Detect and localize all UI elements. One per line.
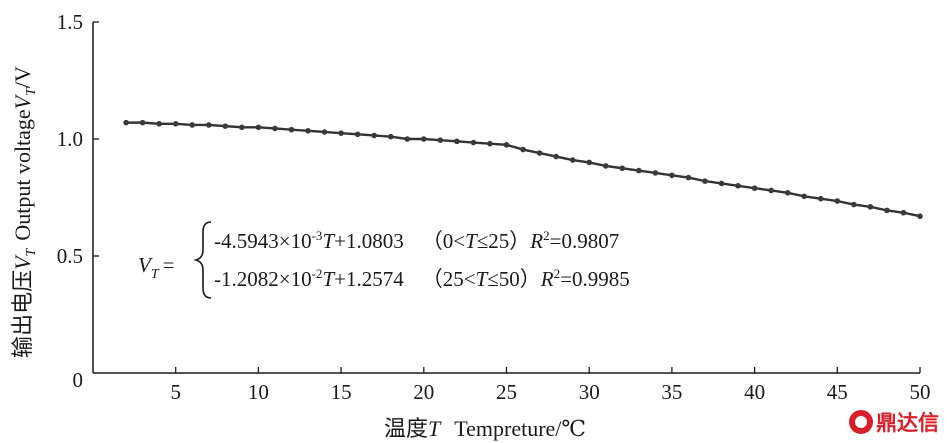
data-point: [139, 119, 146, 126]
x-tick-label: 30: [579, 380, 600, 404]
data-point: [817, 195, 824, 202]
y-axis-title: 输出电压VTOutput voltageVT/V: [10, 66, 39, 358]
data-point: [222, 123, 229, 129]
x-tick-label: 40: [744, 380, 765, 404]
data-point: [437, 137, 444, 143]
data-point: [602, 163, 609, 169]
data-point: [553, 153, 559, 160]
data-point: [354, 131, 361, 138]
data-point: [586, 159, 592, 166]
data-point: [487, 140, 493, 147]
x-tick-label: 25: [496, 380, 517, 404]
data-point: [636, 167, 642, 174]
logo-icon: [849, 410, 873, 434]
series-line: [126, 121, 921, 218]
data-point: [255, 124, 262, 131]
watermark-text: 鼎达信: [876, 411, 939, 435]
data-point: [652, 170, 659, 176]
x-tick-label: 15: [331, 380, 352, 404]
data-point: [205, 122, 212, 128]
data-point: [305, 128, 311, 134]
data-point: [669, 172, 675, 179]
equation-line-2: -1.2082×10-2T+1.2574 （25<T≤50）R2=0.9985: [214, 266, 630, 291]
ticks: 5 10 15 20 25 30 35 40 45 50 0 0.5 1.0 1.5: [57, 10, 931, 404]
y-tick-label: 0.5: [57, 244, 83, 268]
data-point: [569, 157, 576, 163]
data-point: [470, 139, 477, 146]
x-tick-label: 5: [170, 380, 181, 404]
data-point: [784, 190, 791, 196]
data-point: [619, 165, 626, 172]
x-tick-label: 45: [827, 380, 848, 404]
data-point: [172, 120, 179, 127]
data-point: [834, 198, 841, 204]
data-point: [801, 193, 808, 200]
data-point: [503, 142, 510, 148]
data-point: [338, 130, 344, 136]
data-point: [123, 119, 129, 126]
data-point: [685, 174, 692, 181]
data-point: [884, 207, 890, 214]
data-point: [917, 213, 923, 220]
axes: [92, 22, 920, 374]
data-point: [768, 187, 774, 194]
equation-brace: [193, 221, 212, 299]
x-axis-title: 温度T Tempreture/℃: [384, 416, 586, 441]
data-point: [272, 125, 278, 132]
data-point: [288, 126, 295, 133]
regression-equation: VT = -4.5943×10-3T+1.0803 （0<T≤25）R2=0.980…: [138, 221, 630, 299]
equation-lhs: VT =: [138, 253, 174, 282]
x-tick-label: 50: [910, 380, 931, 404]
data-point: [751, 185, 758, 191]
data-point: [156, 120, 162, 127]
data-point: [371, 132, 377, 139]
data-point: [735, 183, 741, 189]
y-tick-label: 1.5: [57, 10, 83, 34]
x-tick-label: 20: [413, 380, 434, 404]
data-point: [851, 201, 857, 208]
data-point: [387, 133, 394, 140]
data-point: [321, 129, 328, 135]
data-point: [239, 124, 245, 131]
y-tick-label: 1.0: [57, 127, 83, 151]
series-group: [123, 119, 923, 220]
data-point: [520, 146, 526, 153]
data-point: [536, 150, 543, 156]
data-point: [718, 180, 725, 187]
data-point: [454, 138, 460, 145]
equation-line-1: -4.5943×10-3T+1.0803 （0<T≤25）R2=0.9807: [214, 228, 619, 253]
x-tick-label: 10: [248, 380, 269, 404]
y-tick-label: 0: [73, 368, 84, 392]
data-point: [421, 136, 427, 142]
data-point: [900, 209, 907, 216]
data-point: [702, 178, 708, 184]
data-point: [867, 204, 874, 210]
x-tick-label: 35: [661, 380, 682, 404]
watermark-logo: 鼎达信: [849, 407, 939, 437]
data-point: [189, 122, 196, 128]
data-point: [404, 136, 411, 142]
